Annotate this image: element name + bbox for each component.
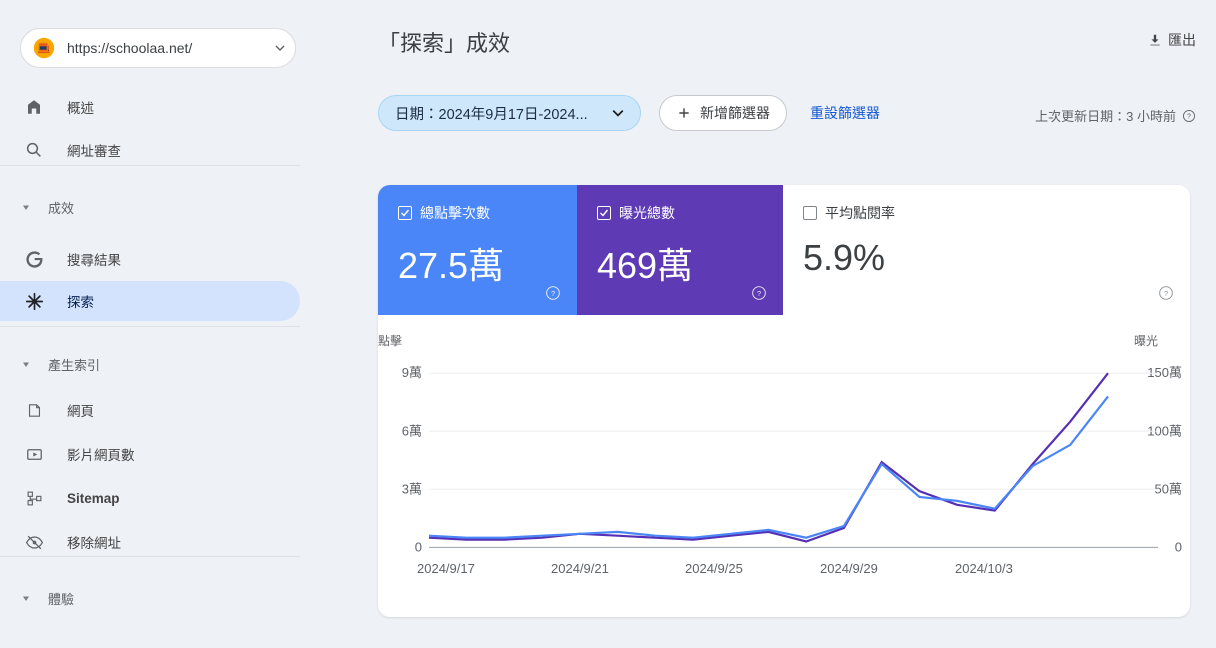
svg-text:2024/9/21: 2024/9/21 [551,561,609,576]
svg-text:6萬: 6萬 [402,423,422,438]
svg-text:2024/9/29: 2024/9/29 [820,561,878,576]
svg-text:2024/9/25: 2024/9/25 [685,561,743,576]
svg-text:0: 0 [1175,539,1182,554]
svg-text:50萬: 50萬 [1155,481,1182,496]
svg-text:9萬: 9萬 [402,365,422,380]
svg-text:3萬: 3萬 [402,481,422,496]
svg-text:點擊: 點擊 [378,333,402,348]
svg-text:?: ? [1187,113,1191,120]
svg-text:曝光: 曝光 [1134,334,1158,348]
svg-text:0: 0 [415,539,422,554]
svg-text:2024/9/17: 2024/9/17 [417,561,475,576]
svg-text:2024/10/3: 2024/10/3 [955,561,1013,576]
